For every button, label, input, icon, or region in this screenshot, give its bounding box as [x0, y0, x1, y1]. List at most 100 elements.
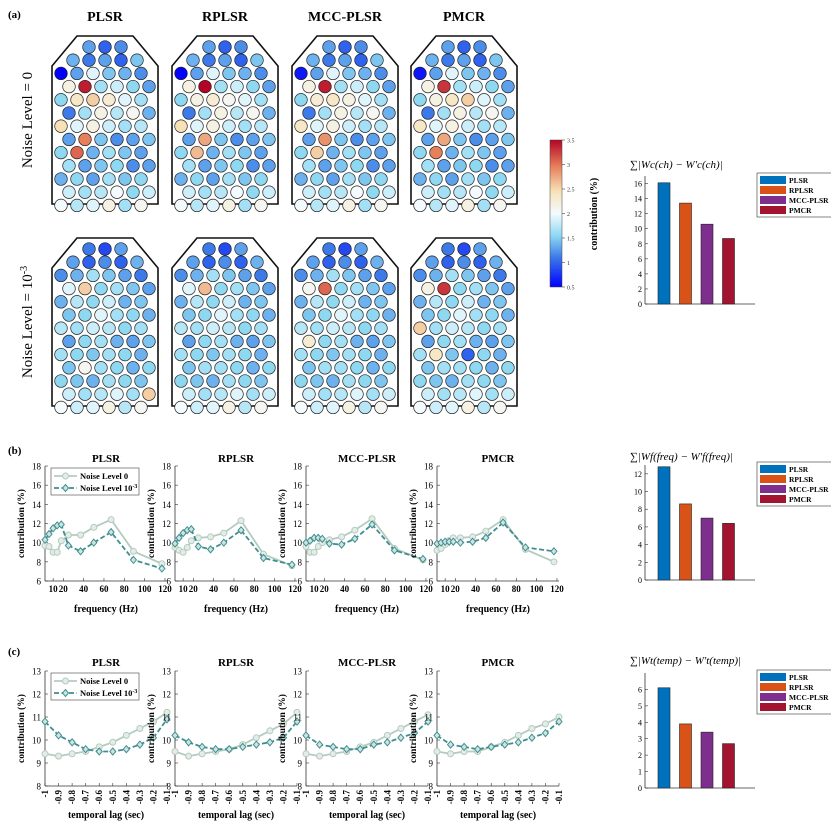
electrode — [501, 79, 515, 94]
electrode — [469, 387, 483, 401]
electrode — [66, 255, 80, 269]
colorbar-tick-label: 2.5 — [567, 188, 575, 194]
x-tick-label: -0.7 — [211, 790, 221, 805]
electrode — [425, 255, 439, 269]
point-noise-1e-3 — [237, 525, 245, 535]
electrode — [94, 185, 108, 199]
electrode — [70, 198, 84, 213]
point-noise-0 — [90, 523, 98, 531]
electrode — [350, 106, 364, 120]
x-tick-label: -0.6 — [94, 790, 104, 805]
electrode — [118, 347, 132, 362]
x-axis-label: temporal lag (sec) — [460, 810, 536, 821]
electrode — [70, 93, 84, 107]
electrode — [453, 334, 467, 349]
electrode — [78, 185, 92, 199]
bar-mcc-plsr — [700, 223, 714, 305]
electrode — [294, 66, 308, 81]
electrode — [110, 132, 124, 147]
electrode — [86, 172, 100, 186]
point-noise-1e-3 — [318, 534, 326, 544]
electrode — [342, 347, 356, 362]
y-tick-label: 10 — [162, 736, 172, 746]
point-noise-1e-3 — [136, 740, 144, 749]
electrode — [206, 119, 220, 133]
electrode — [206, 172, 220, 186]
electrode — [318, 334, 332, 349]
point-noise-0 — [136, 725, 144, 732]
y-tick-label: 9 — [37, 759, 42, 769]
electrode — [413, 66, 427, 81]
electrode — [485, 361, 499, 375]
electrode — [62, 308, 76, 322]
electrode — [310, 66, 324, 81]
electrode — [118, 172, 132, 186]
electrode — [114, 53, 128, 67]
y-tick-label: 13 — [293, 667, 303, 677]
electrode — [445, 198, 459, 213]
x-tick-label: -0.4 — [382, 790, 392, 805]
y-tick-label: 10 — [293, 736, 303, 746]
bar-chart-c-bar: ∑|Wt(temp) − W't(temp)| 0 1 2 3 4 5 6 PLSRRPLSRM… — [630, 655, 831, 793]
electrode — [134, 374, 148, 388]
electrode — [246, 281, 260, 296]
point-noise-0 — [293, 708, 301, 716]
x-tick-label: -0.1 — [292, 790, 302, 805]
x-tick-label: -0.4 — [513, 790, 523, 805]
y-tick-label: 16 — [424, 481, 434, 491]
electrode — [62, 281, 76, 296]
electrode — [485, 132, 499, 147]
subplot-title: RPLSR — [218, 657, 255, 669]
electrode — [94, 361, 108, 375]
electrode — [254, 374, 268, 388]
electrode — [334, 387, 348, 401]
electrode — [246, 387, 260, 401]
electrode — [342, 145, 356, 160]
electrode — [374, 268, 388, 283]
electrode — [342, 295, 356, 309]
electrode — [254, 172, 268, 186]
electrode — [174, 295, 188, 309]
x-tick-label: -0.3 — [396, 790, 406, 805]
x-tick-label: 120 — [288, 584, 302, 594]
electrode — [86, 268, 100, 283]
x-tick-label: -0.9 — [315, 790, 325, 805]
y-tick-label: 5 — [638, 702, 642, 711]
electrode — [441, 40, 455, 54]
electrode — [350, 132, 364, 147]
electrode — [334, 308, 348, 322]
x-tick-label: 100 — [530, 584, 544, 594]
electrode — [82, 242, 96, 256]
electrode — [461, 347, 475, 362]
electrode — [206, 295, 220, 309]
electrode — [477, 295, 491, 309]
electrode — [302, 308, 316, 322]
electrode — [182, 132, 196, 147]
electrode — [334, 159, 348, 173]
electrode — [457, 242, 471, 256]
electrode — [294, 172, 308, 186]
legend-marker-noise-0 — [62, 472, 69, 480]
electrode — [94, 132, 108, 147]
point-noise-0 — [68, 750, 76, 758]
series-line-noise-1e-3 — [44, 718, 168, 753]
electrode — [94, 281, 108, 296]
electrode — [126, 334, 140, 349]
electrode — [130, 255, 144, 269]
legend-label: MCC-PLSR — [789, 485, 829, 494]
electrode — [294, 93, 308, 107]
electrode — [461, 66, 475, 81]
electrode — [485, 308, 499, 322]
electrode — [102, 400, 116, 415]
electrode — [182, 387, 196, 401]
electrode — [230, 387, 244, 401]
electrode — [429, 145, 443, 160]
electrode — [198, 106, 212, 120]
bar-pmcr — [722, 743, 735, 789]
y-tick-label: 18 — [424, 462, 434, 472]
electrode — [437, 334, 451, 349]
electrode — [246, 185, 260, 199]
y-axis-label: contribution (%) — [16, 489, 27, 558]
electrode — [338, 242, 352, 256]
electrode — [70, 400, 84, 415]
